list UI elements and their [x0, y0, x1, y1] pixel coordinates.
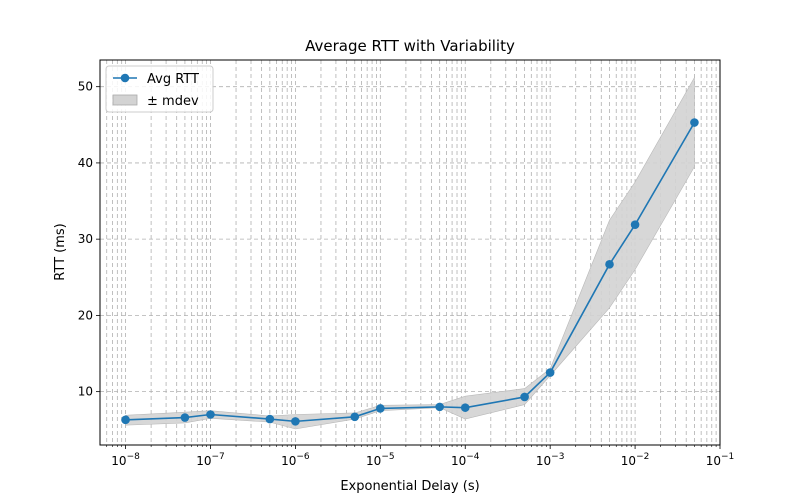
legend-band-swatch — [112, 94, 138, 106]
plot-frame — [99, 59, 721, 446]
chart-title: Average RTT with Variability — [305, 37, 515, 55]
avg-rtt-point — [435, 402, 444, 412]
x-tick-label: 10−1 — [706, 452, 735, 468]
y-tick-label: 10 — [78, 385, 93, 399]
x-tick-label: 10−8 — [111, 452, 140, 468]
y-axis-ticks: 10 20 30 40 50 — [78, 80, 100, 399]
avg-rtt-point — [121, 415, 130, 425]
y-tick-label: 20 — [78, 308, 93, 322]
legend-label-avg-rtt: Avg RTT — [147, 72, 199, 87]
x-axis-label: Exponential Delay (s) — [340, 479, 479, 494]
avg-rtt-point — [376, 404, 385, 413]
avg-rtt-point — [690, 118, 699, 127]
x-axis-ticks: 10−8 10−7 10−6 10−5 10−4 10−3 10−2 10−1 — [106, 445, 735, 468]
avg-rtt-point — [265, 414, 275, 424]
y-tick-label: 30 — [78, 232, 93, 246]
avg-rtt-point — [350, 412, 360, 422]
avg-rtt-point — [630, 220, 640, 229]
x-tick-label: 10−4 — [451, 452, 480, 468]
avg-rtt-point — [180, 413, 190, 422]
mdev-band — [125, 76, 695, 430]
x-tick-label: 10−7 — [196, 452, 225, 468]
avg-rtt-point — [291, 417, 300, 426]
y-tick-label: 40 — [78, 156, 93, 170]
legend-label-mdev: ± mdev — [147, 94, 199, 109]
avg-rtt-point — [605, 260, 614, 269]
mdev-band-layer — [125, 76, 695, 430]
avg-rtt-point — [460, 403, 470, 412]
avg-rtt-line — [125, 122, 696, 423]
legend: Avg RTT ± mdev — [105, 65, 214, 113]
y-tick-label: 50 — [78, 80, 93, 94]
x-tick-label: 10−6 — [281, 452, 310, 468]
avg-rtt-point — [545, 368, 555, 377]
x-tick-label: 10−3 — [536, 452, 565, 468]
y-axis-label: RTT (ms) — [53, 223, 68, 280]
avg-rtt-point — [206, 410, 215, 419]
avg-rtt-layer — [121, 118, 699, 426]
avg-rtt-point — [520, 392, 529, 402]
x-tick-label: 10−5 — [366, 452, 395, 468]
x-tick-label: 10−2 — [621, 452, 650, 468]
legend-marker-swatch — [120, 73, 130, 83]
grid-lines — [100, 60, 721, 445]
